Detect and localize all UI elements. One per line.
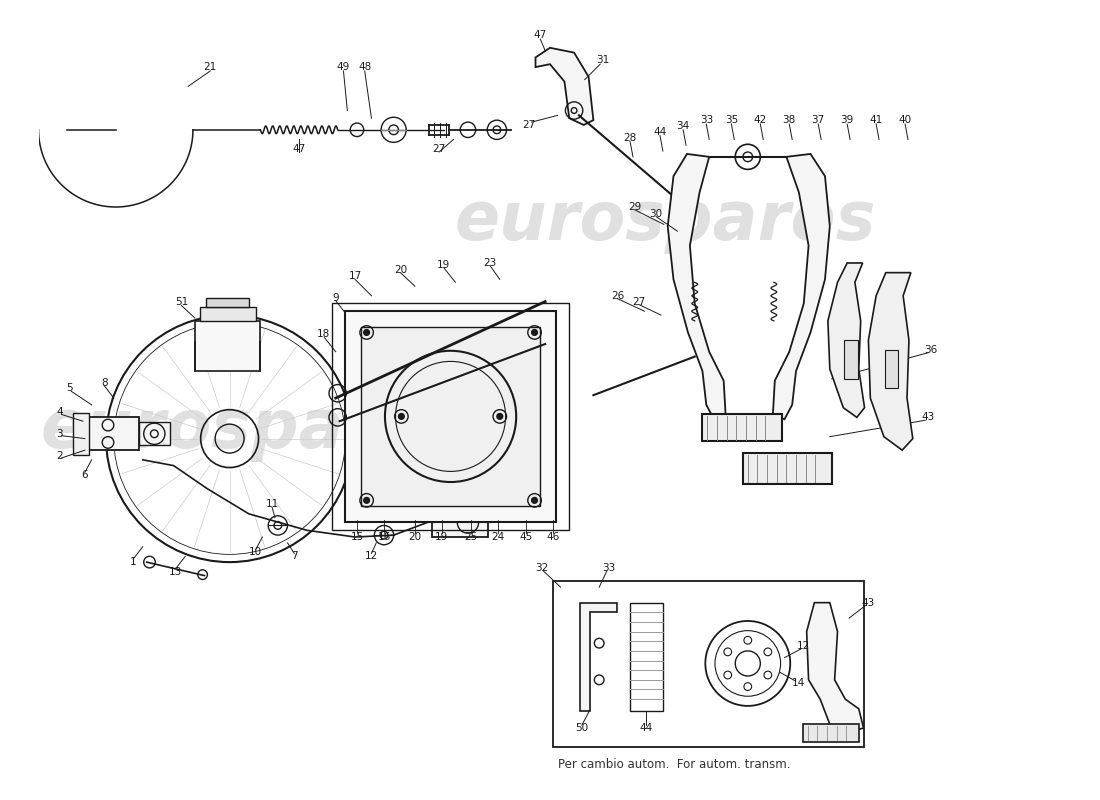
Text: 44: 44	[640, 723, 653, 733]
Text: 24: 24	[492, 532, 505, 542]
Bar	[74, 413, 89, 455]
Bar	[361, 326, 540, 506]
Circle shape	[531, 498, 538, 503]
Text: 7: 7	[290, 551, 298, 562]
Polygon shape	[828, 263, 865, 418]
Text: 13: 13	[169, 566, 183, 577]
Text: 27: 27	[632, 297, 646, 306]
Bar	[139, 422, 169, 446]
Text: 33: 33	[700, 115, 713, 125]
Text: 19: 19	[437, 260, 450, 270]
Text: 39: 39	[840, 115, 854, 125]
Text: 9: 9	[332, 293, 339, 302]
Text: 6: 6	[81, 470, 88, 480]
Text: 51: 51	[175, 297, 188, 306]
Circle shape	[364, 498, 370, 503]
Polygon shape	[806, 602, 864, 733]
Text: 43: 43	[922, 412, 935, 422]
Bar	[803, 724, 859, 742]
Text: 44: 44	[653, 126, 667, 137]
Text: 47: 47	[534, 30, 547, 40]
Text: 26: 26	[610, 290, 624, 301]
Text: 37: 37	[812, 115, 825, 125]
Text: 16: 16	[377, 532, 390, 542]
Circle shape	[364, 330, 370, 335]
Text: 45: 45	[519, 532, 532, 542]
Text: 23: 23	[484, 258, 497, 268]
Text: 41: 41	[869, 115, 883, 125]
Text: 27: 27	[432, 144, 446, 154]
Text: 12: 12	[798, 641, 811, 651]
Text: 21: 21	[204, 62, 217, 72]
Text: 1: 1	[130, 557, 136, 567]
Text: 35: 35	[725, 115, 738, 125]
Bar	[432, 508, 488, 537]
Text: 43: 43	[861, 598, 875, 608]
Polygon shape	[868, 273, 913, 450]
Text: 40: 40	[899, 115, 912, 125]
Text: 18: 18	[317, 330, 330, 339]
Text: 36: 36	[924, 345, 938, 355]
Text: 20: 20	[408, 532, 421, 542]
Text: 2: 2	[56, 451, 63, 461]
Bar	[703, 414, 782, 442]
Text: 46: 46	[547, 532, 560, 542]
Text: 30: 30	[650, 209, 662, 218]
Text: 47: 47	[293, 144, 306, 154]
Bar	[200, 307, 255, 321]
Text: 5: 5	[66, 383, 73, 394]
Bar	[630, 602, 663, 710]
Text: 11: 11	[265, 499, 278, 510]
Text: 19: 19	[436, 532, 449, 542]
Polygon shape	[773, 154, 829, 419]
Text: 8: 8	[101, 378, 108, 388]
Text: 20: 20	[394, 265, 407, 274]
Text: 15: 15	[351, 532, 364, 542]
Polygon shape	[668, 154, 726, 419]
Text: eurospares: eurospares	[455, 189, 877, 254]
Polygon shape	[580, 602, 617, 710]
Text: 38: 38	[783, 115, 796, 125]
Bar	[332, 302, 570, 530]
Circle shape	[398, 414, 405, 419]
Text: 10: 10	[249, 547, 262, 558]
Text: 50: 50	[575, 723, 589, 733]
Bar	[845, 340, 858, 378]
Text: 28: 28	[624, 133, 637, 142]
Text: 17: 17	[349, 271, 362, 282]
Circle shape	[497, 414, 503, 419]
Bar	[195, 321, 261, 371]
Circle shape	[531, 330, 538, 335]
Bar	[207, 298, 249, 307]
Text: 27: 27	[522, 120, 536, 130]
Text: 34: 34	[676, 121, 690, 131]
Text: eurospares: eurospares	[40, 396, 462, 462]
Text: 42: 42	[754, 115, 767, 125]
Text: 14: 14	[791, 678, 804, 688]
Bar	[89, 418, 139, 450]
Bar	[742, 453, 832, 484]
Polygon shape	[536, 48, 593, 125]
Text: 49: 49	[337, 62, 350, 72]
Text: 48: 48	[359, 62, 372, 72]
Text: Per cambio autom.  For autom. transm.: Per cambio autom. For autom. transm.	[558, 758, 790, 771]
Bar	[553, 582, 864, 747]
Bar	[345, 311, 556, 522]
Text: 29: 29	[628, 202, 641, 212]
Text: 3: 3	[56, 429, 63, 438]
Text: 31: 31	[596, 55, 609, 66]
Bar	[884, 350, 899, 389]
Text: 25: 25	[464, 532, 477, 542]
Text: 12: 12	[365, 551, 378, 562]
Text: 32: 32	[535, 563, 548, 573]
Text: 4: 4	[56, 406, 63, 417]
Text: 33: 33	[602, 563, 616, 573]
